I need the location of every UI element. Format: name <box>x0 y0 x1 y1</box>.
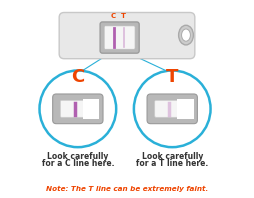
FancyBboxPatch shape <box>104 26 135 49</box>
Text: Note: The T line can be extremely faint.: Note: The T line can be extremely faint. <box>46 186 208 192</box>
FancyBboxPatch shape <box>147 94 197 124</box>
FancyBboxPatch shape <box>155 100 188 117</box>
Bar <box>83 99 100 119</box>
Text: for a C line here.: for a C line here. <box>42 159 114 168</box>
Text: for a T line here.: for a T line here. <box>136 159 208 168</box>
FancyBboxPatch shape <box>53 94 103 124</box>
Text: Look carefully: Look carefully <box>47 151 108 161</box>
FancyBboxPatch shape <box>60 100 93 117</box>
Circle shape <box>134 70 211 147</box>
Bar <box>177 99 194 119</box>
Text: T: T <box>121 13 126 19</box>
Text: Look carefully: Look carefully <box>141 151 203 161</box>
Ellipse shape <box>182 29 190 41</box>
Circle shape <box>40 70 116 147</box>
Ellipse shape <box>179 25 193 45</box>
Text: C: C <box>71 68 85 86</box>
FancyBboxPatch shape <box>59 12 195 59</box>
Text: T: T <box>166 68 178 86</box>
Text: C: C <box>111 13 116 19</box>
FancyBboxPatch shape <box>100 22 139 53</box>
